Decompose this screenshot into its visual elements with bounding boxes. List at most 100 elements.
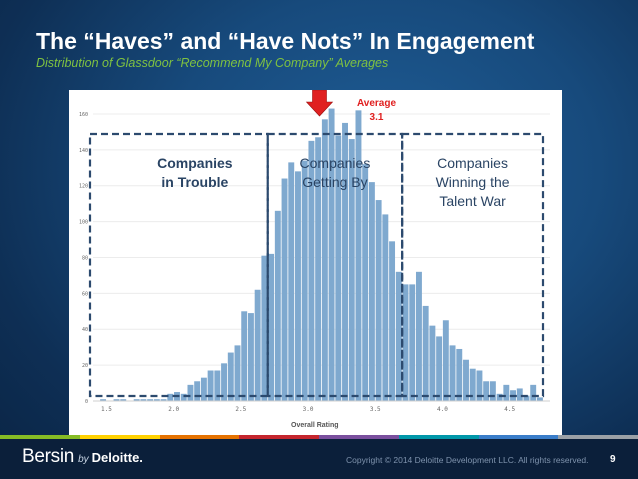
histogram-bar bbox=[100, 399, 107, 401]
histogram-bar bbox=[483, 381, 490, 401]
x-tick-label: 4.0 bbox=[437, 406, 448, 413]
region-label: Winning the bbox=[436, 174, 510, 190]
x-tick-label: 3.0 bbox=[303, 406, 314, 413]
histogram-bar bbox=[214, 370, 221, 401]
histogram-bar bbox=[375, 200, 382, 401]
footer-stripe-segment bbox=[478, 435, 559, 439]
histogram-bar bbox=[308, 140, 315, 401]
region-label: Talent War bbox=[439, 193, 506, 209]
histogram-bar bbox=[530, 384, 537, 401]
histogram-bar bbox=[268, 253, 275, 401]
region-box bbox=[401, 132, 545, 398]
histogram-bar bbox=[489, 381, 496, 401]
histogram-bar bbox=[415, 271, 422, 401]
histogram-bar bbox=[409, 284, 416, 401]
histogram-bar bbox=[436, 336, 443, 401]
histogram-bar bbox=[133, 399, 140, 401]
y-tick-label: 100 bbox=[79, 220, 88, 226]
average-label: Average bbox=[357, 98, 397, 109]
y-tick-label: 40 bbox=[82, 327, 88, 333]
histogram-bar bbox=[288, 162, 295, 401]
histogram-bar bbox=[140, 399, 147, 401]
region-label: Getting By bbox=[302, 174, 367, 190]
histogram-bar bbox=[536, 397, 543, 401]
average-arrow bbox=[305, 90, 334, 117]
histogram-bar bbox=[429, 325, 436, 401]
histogram-bar bbox=[254, 289, 261, 401]
brand-main: Bersin bbox=[22, 446, 75, 467]
histogram-bar bbox=[315, 137, 322, 401]
footer-stripe-segment bbox=[558, 435, 638, 439]
histogram-bar bbox=[167, 393, 174, 401]
histogram-bar bbox=[180, 393, 187, 401]
chart-panel: 0 20 40 60 80 100 120 140 160 1.5 2.0 2.5 3.0 3.5 4.0 4… bbox=[69, 90, 562, 435]
region-label: Companies bbox=[300, 155, 371, 171]
x-tick-label: 1.5 bbox=[101, 406, 112, 413]
histogram-bar bbox=[194, 381, 201, 401]
histogram-bar bbox=[221, 363, 228, 401]
histogram-bar bbox=[187, 384, 194, 401]
histogram-bar bbox=[463, 359, 469, 401]
histogram-bar bbox=[449, 345, 456, 401]
footer-color-stripe bbox=[0, 435, 638, 439]
region-label: in Trouble bbox=[161, 174, 228, 190]
slide-subtitle: Distribution of Glassdoor “Recommend My … bbox=[36, 56, 389, 70]
histogram-bar bbox=[153, 399, 160, 401]
histogram-bar bbox=[295, 171, 301, 401]
histogram-bar bbox=[523, 395, 530, 401]
histogram-bar bbox=[389, 241, 396, 401]
histogram-bar bbox=[328, 108, 335, 401]
histogram-bar bbox=[503, 384, 510, 401]
histogram-chart: 0 20 40 60 80 100 120 140 160 1.5 2.0 2.5 3.0 3.5 4.0 4… bbox=[79, 90, 550, 429]
x-tick-label: 2.0 bbox=[168, 406, 179, 413]
histogram-bar bbox=[241, 311, 248, 401]
histogram-bar bbox=[442, 320, 449, 401]
histogram-bar bbox=[274, 210, 281, 401]
x-axis-title: Overall Rating bbox=[291, 422, 338, 429]
slide-title: The “Haves” and “Have Nots” In Engagemen… bbox=[36, 28, 535, 54]
histogram-bar bbox=[402, 284, 409, 401]
histogram-bar bbox=[335, 135, 342, 401]
histogram-bar bbox=[476, 370, 483, 401]
y-tick-label: 80 bbox=[82, 255, 88, 261]
histogram-bar bbox=[422, 305, 429, 401]
footer-stripe-segment bbox=[239, 435, 319, 439]
histogram-bar bbox=[281, 178, 288, 401]
footer-stripe-segment bbox=[159, 435, 240, 439]
histogram-bar bbox=[113, 399, 120, 401]
copyright-text: Copyright © 2014 Deloitte Development LL… bbox=[346, 455, 589, 465]
histogram-bar bbox=[234, 345, 241, 401]
footer-stripe-segment bbox=[79, 435, 160, 439]
footer-stripe-segment bbox=[319, 435, 399, 439]
page-number: 9 bbox=[610, 454, 616, 465]
histogram-bar bbox=[382, 214, 389, 401]
histogram-bar bbox=[395, 271, 402, 401]
y-tick-label: 120 bbox=[79, 184, 88, 190]
brand-company: Deloitte. bbox=[91, 450, 143, 465]
histogram-bar bbox=[368, 182, 375, 401]
histogram-bar bbox=[355, 110, 362, 402]
y-tick-label: 60 bbox=[82, 291, 88, 297]
footer-stripe-segment bbox=[0, 435, 80, 439]
histogram-bar bbox=[342, 122, 348, 401]
histogram-bar bbox=[348, 139, 355, 401]
histogram-bar bbox=[120, 399, 127, 401]
footer-bar bbox=[0, 439, 638, 479]
y-tick-label: 140 bbox=[79, 148, 88, 154]
footer-stripe-segment bbox=[398, 435, 479, 439]
y-tick-label: 20 bbox=[82, 363, 88, 369]
histogram-bar bbox=[516, 388, 523, 401]
histogram-bar bbox=[247, 313, 254, 401]
x-tick-label: 4.5 bbox=[504, 406, 515, 413]
brand-by: by bbox=[78, 454, 89, 465]
histogram-bar bbox=[261, 255, 268, 401]
histogram-bar bbox=[160, 399, 167, 401]
x-tick-label: 2.5 bbox=[235, 406, 246, 413]
y-tick-label: 0 bbox=[85, 399, 88, 405]
region-label: Companies bbox=[437, 155, 508, 171]
histogram-bar bbox=[227, 352, 234, 401]
region-label: Companies bbox=[157, 155, 233, 171]
histogram-bar bbox=[301, 160, 308, 401]
y-tick-label: 160 bbox=[79, 112, 88, 118]
histogram-bar bbox=[456, 348, 463, 401]
